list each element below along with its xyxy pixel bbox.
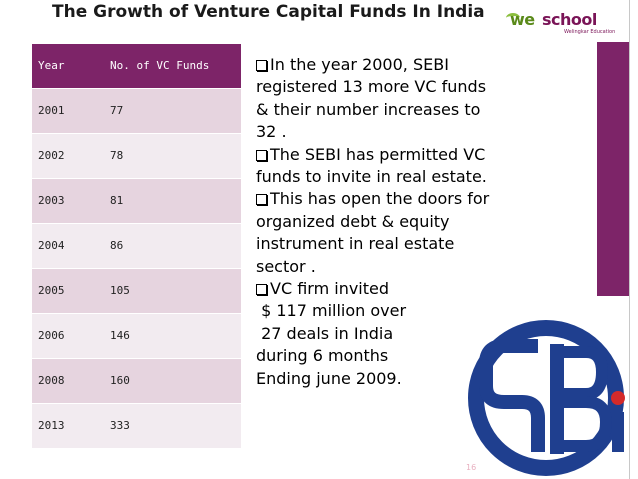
bullet-line: funds to invite in real estate. <box>256 167 487 187</box>
checkbox-bullet-icon <box>256 194 267 206</box>
bullet-line: instrument in real estate <box>256 234 455 254</box>
vc-funds-table: Year No. of VC Funds 2001 77 2002 78 200… <box>32 44 241 449</box>
logo-swoosh-icon <box>506 13 520 23</box>
side-divider-line <box>629 0 630 479</box>
cell-year: 2013 <box>32 403 104 449</box>
bullet-line: Ending june 2009. <box>256 368 402 388</box>
bullet-item: VC firm invited $ 117 million over 27 de… <box>256 278 556 390</box>
bullet-line: organized debt & equity <box>256 211 450 231</box>
bullet-line: sector . <box>256 256 316 276</box>
bullet-item: This has open the doors for organized de… <box>256 188 556 278</box>
cell-year: 2006 <box>32 313 104 359</box>
page-number: 16 <box>466 463 477 472</box>
table-row: 2013 333 <box>32 403 241 449</box>
cell-vc-funds: 146 <box>104 313 241 359</box>
cell-vc-funds: 333 <box>104 403 241 449</box>
slide-title: The Growth of Venture Capital Funds In I… <box>52 2 485 22</box>
cell-vc-funds: 78 <box>104 133 241 179</box>
cell-vc-funds: 77 <box>104 88 241 134</box>
side-accent-band <box>597 42 629 296</box>
table-row: 2004 86 <box>32 223 241 269</box>
table-row: 2005 105 <box>32 268 241 314</box>
bullet-line: during 6 months <box>256 346 389 366</box>
bullet-line: $ 117 million over <box>256 301 407 321</box>
bullet-line: VC firm invited <box>270 279 390 299</box>
cell-vc-funds: 105 <box>104 268 241 314</box>
cell-year: 2003 <box>32 178 104 224</box>
cell-year: 2001 <box>32 88 104 134</box>
bullet-list: In the year 2000, SEBI registered 13 mor… <box>256 54 556 390</box>
cell-vc-funds: 81 <box>104 178 241 224</box>
header-year: Year <box>32 44 104 89</box>
cell-vc-funds: 86 <box>104 223 241 269</box>
bullet-line: In the year 2000, SEBI <box>270 55 449 74</box>
logo-tagline: Welingkar Education <box>564 29 616 35</box>
table-header-row: Year No. of VC Funds <box>32 44 241 89</box>
table-row: 2001 77 <box>32 88 241 134</box>
bullet-line: The SEBI has permitted VC <box>270 144 486 164</box>
table-row: 2008 160 <box>32 358 241 404</box>
table-row: 2002 78 <box>32 133 241 179</box>
cell-year: 2005 <box>32 268 104 314</box>
bullet-item: In the year 2000, SEBI registered 13 mor… <box>256 54 556 144</box>
cell-year: 2002 <box>32 133 104 179</box>
header-vc-funds: No. of VC Funds <box>104 44 241 89</box>
bullet-line: 27 deals in India <box>256 323 394 343</box>
bullet-line: & their number increases to <box>256 99 481 119</box>
table-row: 2003 81 <box>32 178 241 224</box>
cell-year: 2004 <box>32 223 104 269</box>
bullet-item: The SEBI has permitted VC funds to invit… <box>256 144 556 189</box>
checkbox-bullet-icon <box>256 149 267 161</box>
bullet-line: This has open the doors for <box>270 189 490 209</box>
logo-school-text: school <box>542 10 597 29</box>
bullet-line: registered 13 more VC funds <box>256 77 487 97</box>
bullet-line: 32 . <box>256 122 287 142</box>
cell-vc-funds: 160 <box>104 358 241 404</box>
checkbox-bullet-icon <box>256 284 267 296</box>
logo-we-text: we <box>510 10 535 29</box>
cell-year: 2008 <box>32 358 104 404</box>
checkbox-bullet-icon <box>256 60 267 71</box>
sebi-logo-icon <box>468 320 625 476</box>
weschool-logo: we school Welingkar Education <box>506 4 624 36</box>
table-row: 2006 146 <box>32 313 241 359</box>
